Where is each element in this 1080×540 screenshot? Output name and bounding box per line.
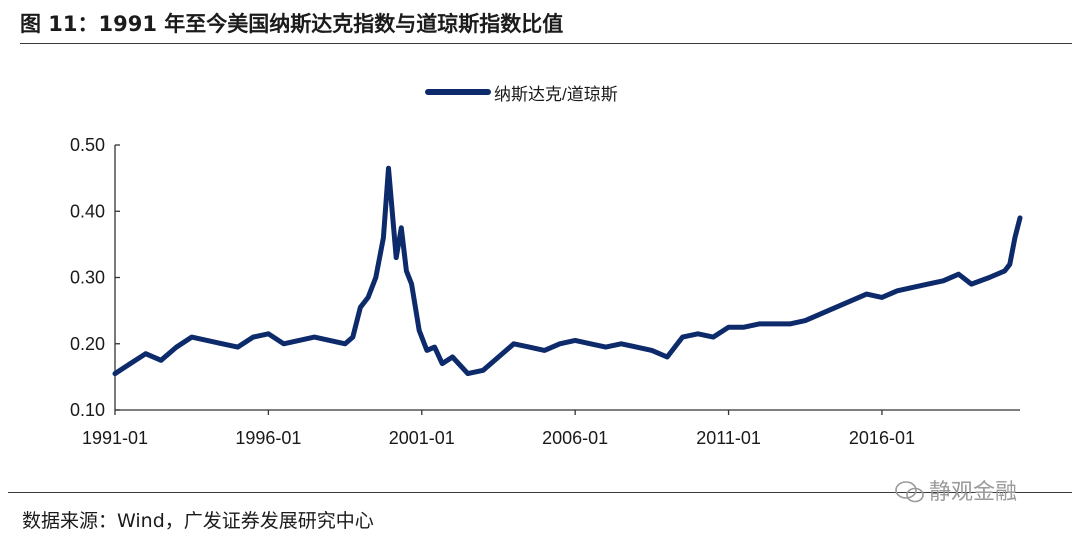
legend: 纳斯达克/道琼斯 (425, 85, 618, 104)
series-line (112, 165, 1023, 377)
figure-title: 图 11：1991 年至今美国纳斯达克指数与道琼斯指数比值 (20, 8, 563, 38)
figure-label: 图 11： (20, 12, 99, 36)
tick-labels: 0.10 0.20 0.30 0.40 0.50 1991-01 1996-01 2001-0… (70, 135, 915, 448)
figure-title-text: 1991 年至今美国纳斯达克指数与道琼斯指数比值 (98, 12, 564, 36)
x-tick-label: 2016-01 (849, 428, 915, 448)
source-note: 数据来源：Wind，广发证券发展研究中心 (22, 506, 374, 533)
x-tick-label: 2001-01 (389, 428, 455, 448)
y-tick-label: 0.40 (70, 201, 105, 221)
source-label: 数据来源： (22, 510, 118, 532)
x-tick-label: 2006-01 (542, 428, 608, 448)
y-tick-label: 0.30 (70, 268, 105, 288)
source-text: Wind，广发证券发展研究中心 (117, 510, 374, 532)
y-tick-label: 0.10 (70, 400, 105, 420)
x-tick-label: 1996-01 (235, 428, 301, 448)
x-tick-label: 2011-01 (696, 428, 761, 448)
chart: 纳斯达克/道琼斯 0.10 0.20 0.30 0.40 0.50 1991-01 1996… (70, 85, 1023, 448)
watermark: 静观金融 (895, 474, 1017, 506)
y-tick-label: 0.20 (70, 334, 105, 354)
title-divider (20, 43, 1072, 44)
y-tick-label: 0.50 (70, 135, 105, 155)
wechat-icon (895, 481, 924, 503)
x-tick-label: 1991-01 (82, 428, 148, 448)
legend-label: 纳斯达克/道琼斯 (494, 85, 618, 104)
source-divider (8, 492, 1072, 493)
axes (114, 144, 1020, 415)
watermark-text: 静观金融 (929, 480, 1018, 505)
